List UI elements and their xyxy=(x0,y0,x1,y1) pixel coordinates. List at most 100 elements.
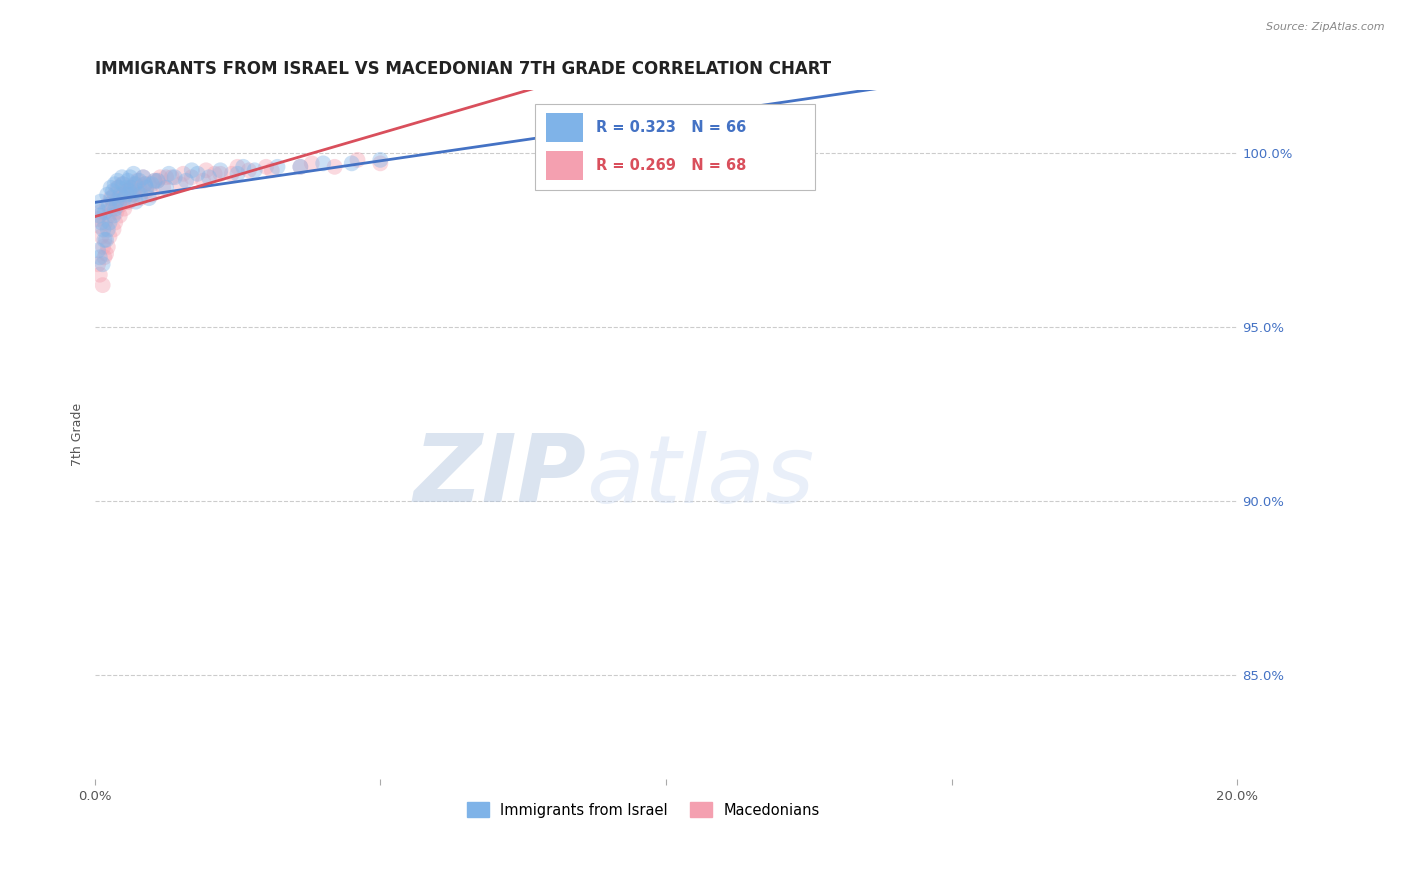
Point xyxy=(108,194,131,209)
Point xyxy=(94,247,117,261)
Point xyxy=(103,222,125,236)
Point xyxy=(89,205,111,219)
Point xyxy=(91,240,114,254)
Point xyxy=(93,233,115,247)
Text: ZIP: ZIP xyxy=(413,430,586,522)
Point xyxy=(103,209,125,223)
Point xyxy=(149,170,172,185)
Point xyxy=(186,167,208,181)
Point xyxy=(122,167,145,181)
Point xyxy=(122,187,145,202)
Point xyxy=(260,163,283,178)
Point xyxy=(323,160,346,174)
FancyBboxPatch shape xyxy=(534,104,814,190)
Point xyxy=(111,178,134,192)
Point xyxy=(180,170,202,185)
Point xyxy=(209,163,232,178)
Point xyxy=(146,174,169,188)
Point xyxy=(115,180,138,194)
Point xyxy=(104,187,127,202)
Point xyxy=(290,160,312,174)
Point xyxy=(155,180,177,194)
Point xyxy=(90,215,112,229)
Point xyxy=(89,209,111,223)
Point xyxy=(104,178,127,192)
Point xyxy=(101,191,124,205)
Point xyxy=(98,229,121,244)
Point xyxy=(132,170,155,185)
Y-axis label: 7th Grade: 7th Grade xyxy=(72,403,84,467)
Point xyxy=(157,167,180,181)
Point xyxy=(121,187,143,202)
Point xyxy=(101,194,124,209)
Point xyxy=(370,153,392,167)
Point xyxy=(87,257,110,271)
Point xyxy=(301,156,323,170)
Point xyxy=(112,191,135,205)
Point xyxy=(96,198,118,212)
Point xyxy=(129,187,152,202)
Point xyxy=(107,180,129,194)
Point xyxy=(118,194,141,209)
Point xyxy=(112,178,135,192)
Point xyxy=(134,178,156,192)
Point xyxy=(138,191,160,205)
Point xyxy=(115,184,138,198)
Point xyxy=(243,163,266,178)
Point xyxy=(124,187,146,202)
Point xyxy=(195,163,218,178)
Point xyxy=(89,268,111,282)
Point xyxy=(125,178,148,192)
Point xyxy=(143,174,166,188)
Point xyxy=(107,191,129,205)
Point xyxy=(117,194,139,209)
Point xyxy=(198,170,221,185)
Point xyxy=(108,209,131,223)
Point xyxy=(238,163,260,178)
Point xyxy=(115,187,138,202)
Point xyxy=(128,174,150,188)
FancyBboxPatch shape xyxy=(546,151,582,180)
Point xyxy=(96,187,118,202)
Point xyxy=(97,198,120,212)
Point xyxy=(120,180,142,194)
Point xyxy=(221,167,243,181)
Point xyxy=(101,184,124,198)
Point xyxy=(111,170,134,185)
Point xyxy=(204,167,226,181)
Point xyxy=(180,163,202,178)
Text: IMMIGRANTS FROM ISRAEL VS MACEDONIAN 7TH GRADE CORRELATION CHART: IMMIGRANTS FROM ISRAEL VS MACEDONIAN 7TH… xyxy=(94,60,831,78)
Point xyxy=(741,139,763,153)
Point xyxy=(107,174,129,188)
Point xyxy=(121,180,143,194)
Point xyxy=(90,229,112,244)
Point xyxy=(146,174,169,188)
Point xyxy=(266,160,288,174)
Point xyxy=(226,160,249,174)
Point xyxy=(340,156,363,170)
Point xyxy=(112,187,135,202)
Point xyxy=(127,174,149,188)
Point xyxy=(254,160,277,174)
Point xyxy=(118,184,141,198)
Point xyxy=(107,180,129,194)
Point xyxy=(94,205,117,219)
Point xyxy=(104,215,127,229)
Point xyxy=(138,178,160,192)
Point xyxy=(98,215,121,229)
Point xyxy=(94,215,117,229)
Point xyxy=(110,187,132,202)
Point xyxy=(134,178,156,192)
Point xyxy=(91,222,114,236)
Point xyxy=(209,167,232,181)
Point xyxy=(143,174,166,188)
Point xyxy=(120,180,142,194)
Text: R = 0.269   N = 68: R = 0.269 N = 68 xyxy=(596,158,747,173)
FancyBboxPatch shape xyxy=(546,112,582,142)
Point xyxy=(129,191,152,205)
Point xyxy=(120,170,142,185)
Point xyxy=(370,156,392,170)
Point xyxy=(91,257,114,271)
Point xyxy=(86,212,108,227)
Point xyxy=(93,250,115,264)
